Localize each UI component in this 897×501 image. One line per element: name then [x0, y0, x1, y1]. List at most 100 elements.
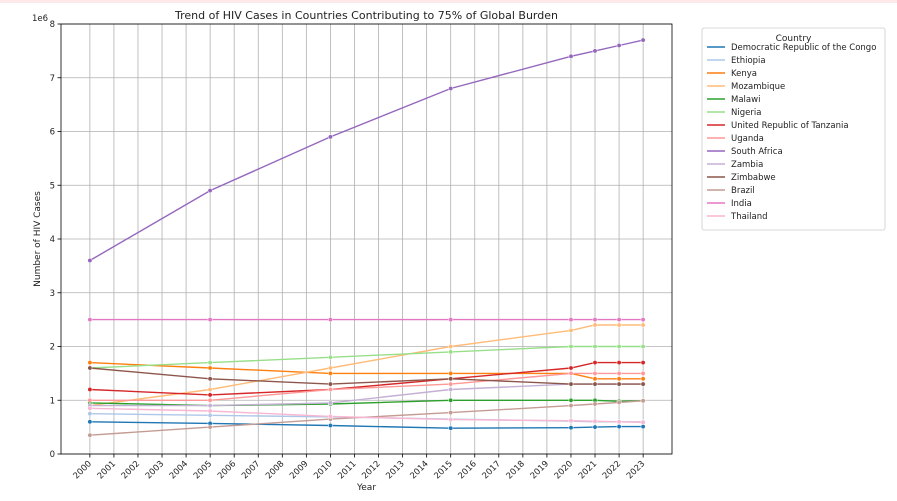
x-tick-label: 2001	[96, 459, 118, 481]
series-line	[89, 407, 644, 423]
y-tick-label: 2	[50, 343, 55, 353]
data-point	[592, 424, 598, 430]
data-point	[640, 360, 646, 366]
x-tick-label: 2003	[144, 459, 166, 481]
x-tick-label: 2010	[312, 459, 334, 481]
data-point	[327, 387, 333, 392]
data-point	[640, 322, 646, 328]
legend-box	[701, 27, 886, 231]
legend-item: Democratic Republic of the Congo	[707, 43, 876, 53]
data-point	[448, 387, 454, 392]
x-tick-label: 2015	[432, 459, 454, 481]
data-point	[592, 48, 598, 54]
series	[87, 360, 646, 382]
grid-lines	[61, 23, 672, 455]
series	[87, 37, 646, 263]
data-point	[207, 360, 213, 366]
data-point	[568, 425, 574, 431]
data-point	[640, 317, 646, 323]
series-line	[89, 361, 644, 380]
data-point	[327, 423, 333, 428]
data-point	[592, 344, 598, 349]
data-point	[87, 411, 93, 417]
data-point	[616, 322, 622, 328]
series-line	[89, 367, 644, 385]
data-point	[448, 397, 454, 403]
data-point	[616, 344, 622, 349]
data-point	[640, 381, 646, 387]
series	[87, 365, 646, 387]
data-point	[448, 417, 454, 423]
series-line	[89, 39, 644, 262]
x-tick-label: 2016	[456, 459, 478, 481]
y-axis: 0 1 2 3 4 5 6 7 8	[50, 20, 61, 460]
data-point	[568, 403, 574, 409]
x-tick-label: 2023	[625, 459, 647, 481]
data-point	[568, 365, 574, 371]
data-point	[87, 432, 93, 438]
legend-item: Zambia	[707, 160, 763, 170]
data-point	[207, 412, 213, 418]
x-axis: 2000 2001 2002 2003 2004 2005 2006 2007 2008 2009…	[72, 454, 647, 481]
x-tick-label: 2020	[553, 459, 575, 481]
data-point	[448, 344, 454, 349]
data-point	[568, 344, 574, 349]
y-axis-offset-label: 1e6	[32, 14, 48, 24]
series-line	[89, 361, 644, 396]
x-tick-label: 2009	[288, 459, 310, 481]
data-point	[448, 86, 454, 91]
data-point	[207, 317, 213, 323]
legend-item: Brazil	[707, 186, 755, 196]
y-tick-label: 0	[50, 450, 55, 460]
x-tick-label: 2008	[264, 459, 286, 481]
data-point	[207, 397, 213, 403]
legend-item: Mozambique	[707, 82, 785, 92]
x-tick-label: 2014	[408, 459, 430, 481]
x-tick-label: 2019	[529, 459, 551, 481]
data-point	[327, 317, 333, 323]
legend-label: India	[731, 199, 752, 209]
data-point	[640, 376, 646, 382]
y-axis-label: Number of HIV Cases	[33, 191, 43, 287]
y-tick-label: 7	[50, 74, 55, 84]
series	[87, 405, 646, 425]
data-point	[640, 37, 646, 43]
data-point	[448, 410, 454, 416]
data-point	[592, 360, 598, 366]
legend-item: United Republic of Tanzania	[707, 121, 849, 131]
data-point	[616, 381, 622, 387]
y-tick-label: 4	[50, 235, 55, 245]
y-tick-label: 6	[50, 128, 55, 138]
data-point	[568, 53, 574, 59]
series-line	[89, 399, 644, 407]
series-line	[89, 324, 644, 407]
legend-label: Nigeria	[731, 108, 761, 118]
data-point	[207, 365, 213, 371]
x-tick-label: 2002	[120, 459, 142, 481]
data-point	[640, 370, 646, 376]
legend-item: Nigeria	[707, 108, 761, 118]
data-point	[87, 419, 93, 425]
legend-label: Brazil	[731, 186, 755, 196]
data-point	[616, 43, 622, 48]
data-point	[616, 360, 622, 366]
legend-label: Zambia	[731, 160, 763, 170]
series-lines	[87, 37, 646, 438]
data-point	[207, 424, 213, 430]
legend-title: Country	[776, 34, 812, 44]
top-banner-strip	[0, 0, 897, 3]
series	[87, 317, 646, 323]
x-tick-label: 2013	[384, 459, 406, 481]
series	[87, 322, 646, 409]
chart-title: Trend of HIV Cases in Countries Contribu…	[174, 9, 558, 22]
data-point	[640, 344, 646, 349]
series-line	[89, 421, 644, 429]
data-point	[616, 424, 622, 430]
data-point	[327, 400, 333, 406]
y-tick-label: 5	[50, 181, 55, 191]
y-tick-label: 8	[50, 20, 55, 30]
data-point	[592, 322, 598, 328]
x-tick-label: 2000	[72, 459, 94, 481]
x-tick-label: 2007	[240, 459, 262, 481]
